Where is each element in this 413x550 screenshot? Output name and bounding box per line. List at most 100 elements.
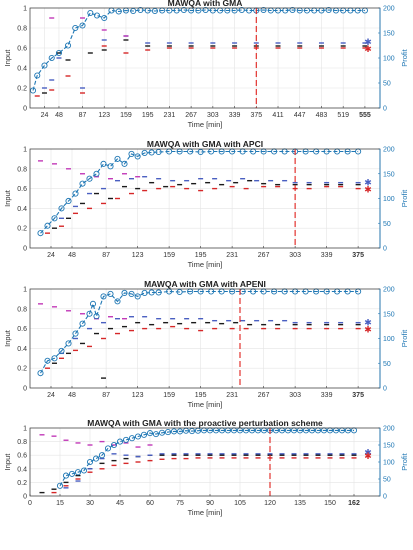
profit-point xyxy=(41,62,48,69)
star-marker: ✱ xyxy=(364,185,372,195)
profit-point xyxy=(62,472,70,479)
profit-point xyxy=(29,87,37,94)
profit-point xyxy=(176,428,184,435)
x-tick-label: 375 xyxy=(352,392,364,399)
profit-point xyxy=(128,150,135,157)
x-tick-label: 105 xyxy=(234,500,246,507)
plot-area xyxy=(30,149,380,248)
profit-point xyxy=(148,289,155,296)
x-tick-label: 0 xyxy=(28,500,32,507)
profit-point xyxy=(114,298,121,305)
profit-point xyxy=(79,22,86,29)
y-tick-label-left: 0.6 xyxy=(17,46,27,53)
profit-point xyxy=(134,433,142,440)
x-tick-label: 48 xyxy=(68,252,76,259)
profit-point xyxy=(86,458,94,466)
plot-area xyxy=(30,289,380,388)
profit-point xyxy=(114,155,121,162)
profit-point xyxy=(197,148,204,156)
y-tick-label-right: 150 xyxy=(383,31,395,38)
star-marker: ✱ xyxy=(364,325,372,335)
x-tick-label: 339 xyxy=(321,392,333,399)
profit-point xyxy=(100,293,107,300)
y-tick-label-right: 0 xyxy=(383,494,387,501)
profit-point xyxy=(176,288,183,296)
x-tick-label: 411 xyxy=(272,112,283,119)
y-tick-label-left: 0 xyxy=(23,106,27,113)
profit-point xyxy=(68,470,76,477)
y-axis-label-right: Profit xyxy=(400,48,409,66)
profit-point xyxy=(98,452,106,459)
profit-point xyxy=(72,330,79,337)
profit-point xyxy=(140,431,148,438)
star-marker: ✱ xyxy=(364,37,372,47)
profit-point xyxy=(180,6,187,14)
profit-point xyxy=(51,215,58,222)
chart-panel-4: 0 15 30 45 60 75 90 105 120 135 150 16200.20.40.60.… xyxy=(3,418,409,517)
profit-point xyxy=(55,49,63,57)
y-tick-label-right: 200 xyxy=(383,6,395,13)
profit-point xyxy=(151,7,158,15)
x-tick-label: 339 xyxy=(321,252,333,259)
y-axis-label-right: Profit xyxy=(400,329,409,347)
y-tick-label-right: 50 xyxy=(383,221,391,228)
profit-point xyxy=(87,9,94,17)
y-tick-label-right: 100 xyxy=(383,336,395,343)
profit-point xyxy=(116,438,124,445)
profit-point xyxy=(260,6,267,14)
chart-title: MAWQA with GMA with APENI xyxy=(144,279,266,289)
x-tick-label: 150 xyxy=(324,500,336,507)
chart-panel-1: 24 48 87 123 159 195 231 267 303 339 375 411 447 483 5… xyxy=(3,0,409,129)
y-tick-label-right: 200 xyxy=(383,147,395,154)
chart-panel-2: 24 48 87 123 159 195 231 267 303 339 375 0 0.2 0.4 0.6… xyxy=(3,139,409,269)
x-tick-label: 45 xyxy=(116,500,124,507)
chart-title: MAWQA with GMA xyxy=(168,0,243,8)
profit-point xyxy=(86,310,93,317)
x-axis-label: Time [min] xyxy=(188,508,223,517)
x-tick-label: 159 xyxy=(120,112,132,119)
profit-line xyxy=(59,429,354,487)
profit-point xyxy=(146,430,154,437)
profit-line xyxy=(40,290,359,374)
y-axis-label-right: Profit xyxy=(400,189,409,207)
y-tick-label-left: 0.2 xyxy=(17,226,27,233)
y-axis-label-left: Input xyxy=(3,329,12,347)
star-marker: ✱ xyxy=(364,44,372,54)
y-tick-label-left: 0 xyxy=(23,494,27,501)
y-tick-label-left: 1 xyxy=(23,287,27,294)
profit-point xyxy=(48,54,55,62)
profit-point xyxy=(155,289,162,296)
x-tick-label: 267 xyxy=(185,112,197,119)
y-tick-label-right: 100 xyxy=(383,196,395,203)
star-marker: ✱ xyxy=(364,318,372,328)
chart-panel-3: 24 48 87 123 159 195 231 267 303 339 375 0 0.2 0.4 0.6… xyxy=(3,279,409,409)
profit-point xyxy=(164,429,172,436)
y-tick-label-left: 0.8 xyxy=(17,306,27,313)
profit-point xyxy=(188,428,196,435)
profit-point xyxy=(51,355,58,362)
profit-point xyxy=(141,289,148,297)
profit-point xyxy=(107,290,114,298)
profit-point xyxy=(238,6,245,14)
profit-point xyxy=(44,222,51,229)
y-tick-label-right: 150 xyxy=(383,171,395,178)
y-tick-label-right: 150 xyxy=(383,311,395,318)
y-tick-label-left: 1 xyxy=(23,426,27,433)
y-axis-label-right: Profit xyxy=(400,452,409,470)
profit-point xyxy=(34,72,41,79)
x-tick-label: 120 xyxy=(264,500,276,507)
y-axis-label-left: Input xyxy=(3,189,12,207)
profit-point xyxy=(134,293,141,300)
profit-point xyxy=(115,8,122,15)
x-tick-label: 303 xyxy=(207,112,219,119)
x-axis-label: Time [min] xyxy=(188,400,223,409)
x-tick-label: 231 xyxy=(164,112,176,119)
profit-point xyxy=(74,469,82,476)
y-tick-label-left: 0.8 xyxy=(17,166,27,173)
profit-point xyxy=(325,6,332,14)
profit-point xyxy=(107,163,114,170)
x-tick-label: 555 xyxy=(359,112,371,119)
x-tick-label: 483 xyxy=(316,112,328,119)
profit-point xyxy=(89,300,97,307)
star-marker: ✱ xyxy=(364,447,372,457)
